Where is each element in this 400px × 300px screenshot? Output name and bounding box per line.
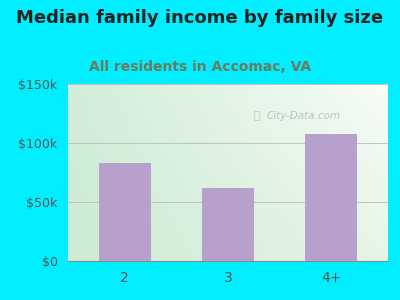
Bar [306, 134, 357, 261]
Bar [99, 163, 150, 261]
Text: Median family income by family size: Median family income by family size [16, 9, 384, 27]
Text: ⓘ: ⓘ [254, 111, 260, 121]
Text: All residents in Accomac, VA: All residents in Accomac, VA [89, 60, 311, 74]
Text: City-Data.com: City-Data.com [266, 111, 340, 121]
Bar [202, 188, 254, 261]
